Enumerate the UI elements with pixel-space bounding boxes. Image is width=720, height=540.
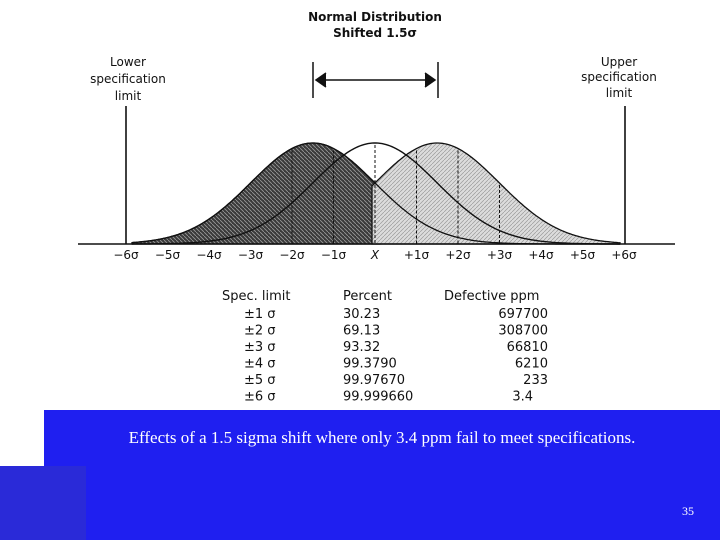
table-cell: ±4 σ <box>244 357 276 372</box>
svg-text:limit: limit <box>606 86 633 100</box>
table-header: Spec. limit <box>222 289 291 304</box>
diagram-title-line1: Normal Distribution <box>308 10 442 24</box>
axis-tick-labels: −6σ −5σ −4σ −3σ −2σ −1σ X +1σ +2σ +3σ +4σ +5σ +6σ <box>113 248 637 262</box>
left-shifted-distribution <box>131 142 381 245</box>
table-cell: ±2 σ <box>244 324 276 339</box>
footer-band <box>0 466 720 540</box>
table-cell: 30.23 <box>343 307 380 322</box>
sigma-dashed-lines <box>291 145 500 244</box>
axis-tick-label: +2σ <box>445 248 471 262</box>
axis-tick-label: +4σ <box>528 248 554 262</box>
table-header: Defective ppm <box>444 289 539 304</box>
table-cell: 69.13 <box>343 324 380 339</box>
page-number: 35 <box>682 504 694 518</box>
table-cell: ±3 σ <box>244 340 276 355</box>
caption-band <box>44 410 720 466</box>
table-cell: 99.3790 <box>343 357 397 372</box>
svg-text:Upper: Upper <box>601 55 637 69</box>
normal-distribution-diagram: Normal Distribution Shifted 1.5σ Lower s… <box>78 10 675 405</box>
centered-distribution <box>131 142 620 245</box>
table-cell: 3.4 <box>512 390 533 405</box>
table-cell: 99.999660 <box>343 390 413 405</box>
table-cell: 6210 <box>515 357 548 372</box>
svg-text:specification: specification <box>581 70 657 84</box>
axis-tick-label: −1σ <box>321 248 347 262</box>
table-cell: ±5 σ <box>244 373 276 388</box>
svg-text:specification: specification <box>90 72 166 86</box>
table-cell: 66810 <box>507 340 548 355</box>
right-shifted-distribution <box>371 142 621 245</box>
axis-tick-label: −3σ <box>238 248 264 262</box>
shift-arrow <box>312 62 439 98</box>
svg-text:Lower: Lower <box>110 55 146 69</box>
lower-spec-label: Lower specification limit <box>90 55 166 103</box>
spec-table: Spec. limit Percent Defective ppm ±1 σ 30… <box>222 289 548 405</box>
axis-tick-label: −6σ <box>113 248 139 262</box>
table-header: Percent <box>343 289 392 304</box>
table-cell: 99.97670 <box>343 373 405 388</box>
footer-logo-block <box>0 466 86 540</box>
table-cell: 308700 <box>498 324 548 339</box>
axis-tick-label: X <box>370 248 380 262</box>
axis-tick-label: +3σ <box>487 248 513 262</box>
axis-tick-label: +1σ <box>404 248 430 262</box>
axis-tick-label: +6σ <box>611 248 637 262</box>
axis-tick-label: −5σ <box>155 248 181 262</box>
table-cell: 233 <box>523 373 548 388</box>
table-cell: ±6 σ <box>244 390 276 405</box>
diagram-title-line2: Shifted 1.5σ <box>333 26 417 40</box>
axis-tick-label: +5σ <box>570 248 596 262</box>
table-cell: 93.32 <box>343 340 380 355</box>
table-cell: 697700 <box>498 307 548 322</box>
slide-caption: Effects of a 1.5 sigma shift where only … <box>128 428 636 447</box>
table-cell: ±1 σ <box>244 307 276 322</box>
svg-text:limit: limit <box>115 89 142 103</box>
upper-spec-label: Upper specification limit <box>581 55 657 100</box>
axis-tick-label: −2σ <box>279 248 305 262</box>
axis-tick-label: −4σ <box>196 248 222 262</box>
